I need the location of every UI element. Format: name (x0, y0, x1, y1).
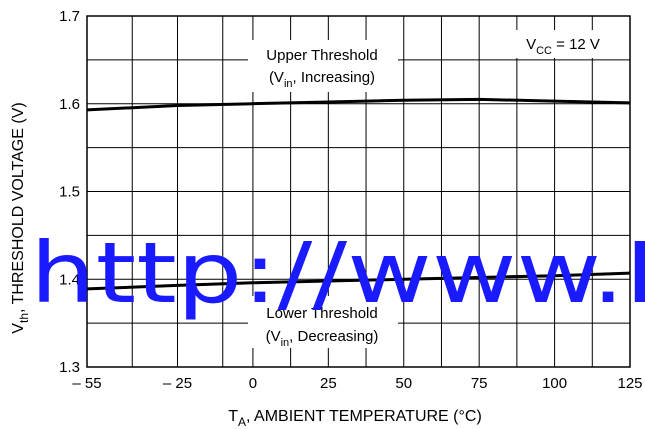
tick-labels: – 55 – 25 0 25 50 75 100 125 1.3 1.4 1.5 1.6 1.7 (59, 8, 642, 392)
upper-threshold-label: Upper Threshold (266, 47, 377, 64)
x-tick-label: – 25 (163, 375, 192, 392)
y-axis-title: Vth, THRESHOLD VOLTAGE (V) (10, 102, 31, 333)
y-tick-label: 1.5 (59, 184, 80, 201)
x-axis-title: TA, AMBIENT TEMPERATURE (°C) (228, 408, 482, 429)
y-tick-label: 1.6 (59, 96, 80, 113)
x-tick-label: 50 (395, 375, 412, 392)
x-tick-label: 0 (249, 375, 257, 392)
lower-threshold-line (86, 271, 631, 291)
watermark-text: http://www.E (30, 224, 645, 322)
x-tick-label: – 55 (72, 375, 101, 392)
grid (86, 15, 631, 368)
lower-threshold-label: Lower Threshold (266, 305, 377, 322)
upper-threshold-condition: (Vin, Increasing) (269, 69, 375, 90)
y-tick-label: 1.3 (59, 359, 80, 376)
y-tick-label: 1.7 (59, 8, 80, 25)
x-tick-label: 100 (542, 375, 567, 392)
plot-frame (86, 15, 631, 368)
x-tick-label: 125 (617, 375, 642, 392)
upper-threshold-line (86, 97, 631, 112)
x-tick-label: 25 (320, 375, 337, 392)
lower-annotation-bg (248, 296, 398, 348)
vcc-label: VCC = 12 V (526, 36, 600, 57)
series-lines (86, 97, 631, 291)
upper-annotation-bg (248, 40, 398, 92)
y-tick-label: 1.4 (59, 271, 80, 288)
lower-threshold-condition: (Vin, Decreasing) (266, 328, 379, 349)
vcc-annotation-bg (500, 30, 626, 58)
x-tick-label: 75 (471, 375, 488, 392)
